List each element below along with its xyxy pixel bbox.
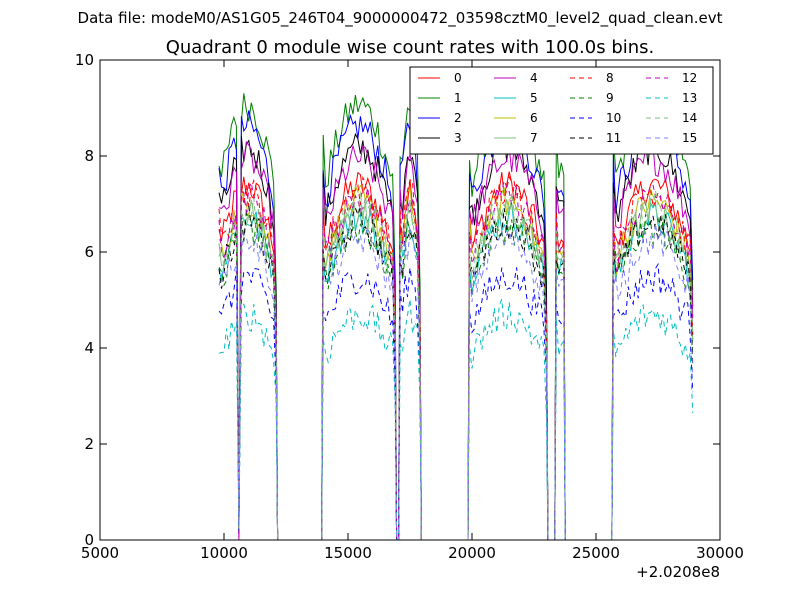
y-tick-label: 4 xyxy=(84,339,94,357)
legend-label-7: 7 xyxy=(530,131,538,145)
legend-label-2: 2 xyxy=(454,111,462,125)
y-tick-label: 2 xyxy=(84,435,94,453)
series-line-14 xyxy=(218,190,694,540)
legend-label-9: 9 xyxy=(606,91,614,105)
series-line-13 xyxy=(218,299,694,540)
legend-label-13: 13 xyxy=(682,91,697,105)
series-line-0 xyxy=(218,171,694,540)
x-offset-label: +2.0208e8 xyxy=(636,563,720,581)
x-tick-label: 20000 xyxy=(448,544,496,562)
x-tick-label: 25000 xyxy=(572,544,620,562)
legend-label-11: 11 xyxy=(606,131,621,145)
figure-suptitle: Data file: modeM0/AS1G05_246T04_90000004… xyxy=(77,9,723,27)
axes: 5000 10000 15000 20000 25000 300000246810+2.0… xyxy=(75,51,744,581)
legend-label-14: 14 xyxy=(682,111,697,125)
legend-label-10: 10 xyxy=(606,111,621,125)
legend-label-4: 4 xyxy=(530,71,538,85)
legend-label-12: 12 xyxy=(682,71,697,85)
y-tick-label: 10 xyxy=(75,51,94,69)
series-line-3 xyxy=(218,129,694,540)
series-line-15 xyxy=(218,223,694,540)
series-line-4 xyxy=(218,140,694,540)
x-tick-label: 5000 xyxy=(81,544,119,562)
legend-label-6: 6 xyxy=(530,111,538,125)
series-line-11 xyxy=(218,204,694,540)
legend-label-8: 8 xyxy=(606,71,614,85)
series-line-2 xyxy=(218,110,694,540)
plot-frame xyxy=(99,59,721,541)
legend-label-15: 15 xyxy=(682,131,697,145)
x-tick-label: 10000 xyxy=(200,544,248,562)
chart-title: Quadrant 0 module wise count rates with … xyxy=(165,37,655,58)
y-tick-label: 8 xyxy=(84,147,94,165)
y-tick-label: 0 xyxy=(84,531,94,549)
series-line-10 xyxy=(218,262,694,540)
x-tick-label: 30000 xyxy=(696,544,744,562)
x-tick-label: 15000 xyxy=(324,544,372,562)
legend-label-3: 3 xyxy=(454,131,462,145)
legend-box xyxy=(409,66,714,155)
legend-label-5: 5 xyxy=(530,91,538,105)
series-line-5 xyxy=(218,201,694,540)
series-lines xyxy=(218,87,694,540)
legend-label-0: 0 xyxy=(454,71,462,85)
y-tick-label: 6 xyxy=(84,243,94,261)
series-line-8 xyxy=(218,175,694,540)
legend-label-1: 1 xyxy=(454,91,462,105)
